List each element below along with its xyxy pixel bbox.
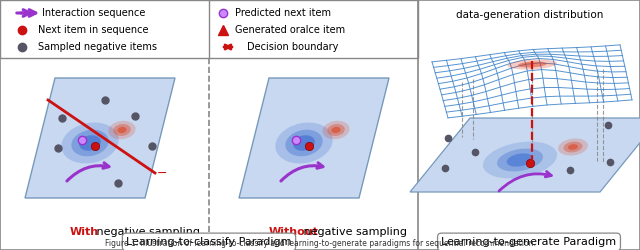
- Ellipse shape: [568, 144, 578, 150]
- Ellipse shape: [117, 127, 127, 133]
- Polygon shape: [410, 118, 640, 192]
- Ellipse shape: [558, 138, 588, 156]
- Text: Figure 1: Illustration of learning-to-classify and learning-to-generate paradigm: Figure 1: Illustration of learning-to-cl…: [104, 239, 536, 248]
- Ellipse shape: [275, 122, 333, 164]
- Bar: [0, 0, 418, 58]
- Ellipse shape: [79, 135, 101, 151]
- Text: Next item in sequence: Next item in sequence: [38, 25, 148, 35]
- Ellipse shape: [113, 124, 131, 136]
- Ellipse shape: [497, 148, 543, 172]
- Ellipse shape: [518, 62, 547, 68]
- Ellipse shape: [507, 153, 533, 167]
- Text: Sampled negative items: Sampled negative items: [38, 42, 157, 52]
- Text: −: −: [157, 166, 168, 179]
- Text: negative sampling: negative sampling: [300, 227, 407, 237]
- Text: Interaction sequence: Interaction sequence: [42, 8, 145, 18]
- Text: Learning-to-generate Paradigm: Learning-to-generate Paradigm: [442, 237, 616, 247]
- Ellipse shape: [293, 135, 315, 151]
- Polygon shape: [239, 78, 389, 198]
- Ellipse shape: [323, 121, 349, 139]
- Ellipse shape: [61, 122, 118, 164]
- Text: Without: Without: [269, 227, 319, 237]
- Ellipse shape: [483, 142, 557, 178]
- Ellipse shape: [332, 127, 340, 133]
- Polygon shape: [25, 78, 175, 198]
- Text: data-generation distribution: data-generation distribution: [456, 10, 604, 20]
- Text: With: With: [70, 227, 99, 237]
- Ellipse shape: [285, 130, 323, 156]
- Ellipse shape: [508, 59, 557, 70]
- Text: Decision boundary: Decision boundary: [247, 42, 339, 52]
- Text: Generated oralce item: Generated oralce item: [235, 25, 345, 35]
- Ellipse shape: [327, 124, 345, 136]
- Ellipse shape: [564, 142, 582, 152]
- Text: Learning-to-classify Paradigm: Learning-to-classify Paradigm: [126, 237, 292, 247]
- Ellipse shape: [108, 121, 136, 139]
- Ellipse shape: [72, 130, 109, 156]
- Text: Predicted next item: Predicted next item: [235, 8, 331, 18]
- Text: negative sampling: negative sampling: [93, 227, 200, 237]
